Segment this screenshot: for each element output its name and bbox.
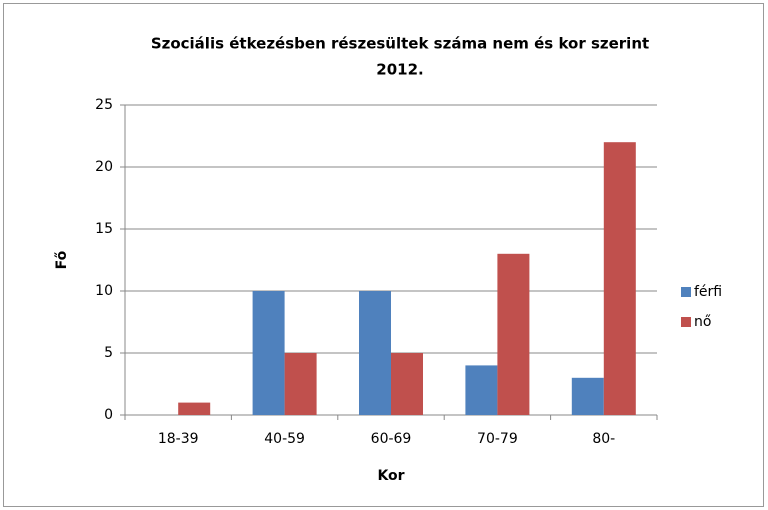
y-tick-label: 0 — [104, 407, 113, 423]
chart-frame — [3, 3, 764, 507]
x-tick-label: 80- — [592, 431, 615, 447]
chart-title: 2012. — [376, 61, 423, 79]
chart-title: Szociális étkezésben részesültek száma n… — [151, 35, 649, 53]
bar — [252, 291, 285, 415]
y-axis-title: Fő — [54, 250, 70, 269]
x-tick-label: 18-39 — [158, 431, 199, 447]
bar — [178, 402, 211, 415]
legend-swatch — [681, 287, 691, 297]
bar — [571, 377, 604, 415]
bar — [465, 365, 498, 415]
x-tick-label: 40-59 — [264, 431, 305, 447]
bar — [359, 291, 391, 415]
bar — [497, 253, 530, 415]
legend-swatch — [681, 317, 691, 327]
legend-label: férfi — [694, 284, 722, 300]
x-axis-title: Kor — [377, 468, 404, 484]
bar — [284, 353, 317, 415]
y-tick-label: 15 — [95, 221, 113, 237]
bar — [391, 353, 423, 415]
bar — [603, 142, 636, 415]
x-tick-label: 60-69 — [371, 431, 412, 447]
y-tick-label: 10 — [95, 283, 113, 299]
legend-label: nő — [694, 314, 711, 330]
x-tick-label: 70-79 — [477, 431, 518, 447]
y-tick-label: 5 — [104, 345, 113, 361]
y-tick-label: 20 — [95, 159, 113, 175]
y-tick-label: 25 — [95, 97, 113, 113]
